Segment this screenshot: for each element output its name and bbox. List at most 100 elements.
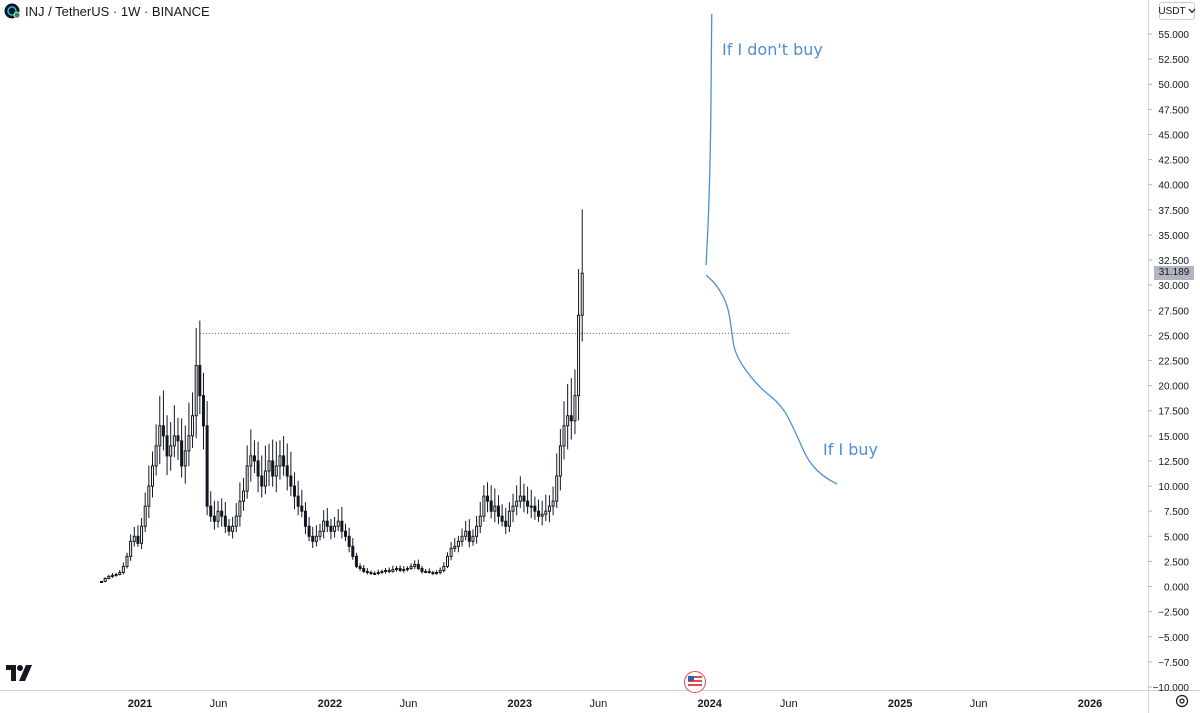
price-tick-label: 32.500: [1158, 256, 1189, 267]
candle-body: [373, 572, 377, 575]
symbol-title[interactable]: INJ / TetherUS · 1W · BINANCE: [25, 3, 210, 19]
price-tick-label: 22.500: [1158, 357, 1189, 368]
time-tick-label: 2025: [888, 698, 912, 710]
candle-body: [351, 545, 355, 557]
candle-body: [154, 445, 158, 467]
candle-body: [566, 415, 570, 427]
annotation-buy: If I buy: [823, 440, 879, 459]
price-tick-label: 52.500: [1158, 55, 1189, 66]
candle-body: [216, 510, 220, 522]
candle-body: [307, 525, 311, 537]
candle-body: [449, 547, 453, 557]
candle-body: [435, 571, 439, 574]
candle-body: [125, 555, 129, 567]
candle-body: [103, 578, 107, 583]
candle-body: [318, 530, 322, 537]
candle-body: [223, 515, 227, 527]
injective-coin-icon: [4, 3, 21, 19]
price-tick-label: 20.000: [1158, 382, 1189, 393]
candle-body: [526, 500, 530, 507]
candle-body: [263, 470, 267, 487]
candles: [99, 209, 584, 584]
price-tick-label: 42.500: [1158, 156, 1189, 167]
candle-body: [529, 505, 533, 508]
price-tick-label: 0.000: [1164, 583, 1189, 594]
us-flag-icon[interactable]: [684, 671, 706, 698]
candle-body: [500, 515, 504, 522]
time-tick-label: 2021: [128, 698, 152, 710]
candle-body: [161, 425, 165, 437]
candle-body: [456, 540, 460, 547]
price-tick-label: −7.500: [1158, 658, 1189, 669]
candle-body: [220, 510, 224, 517]
tradingview-logo[interactable]: [6, 665, 32, 688]
candle-body: [212, 515, 216, 522]
candle-body: [391, 568, 395, 572]
candle-body: [278, 455, 282, 467]
candle-body: [285, 465, 289, 477]
candle-body: [478, 515, 482, 527]
price-tick-label: −5.000: [1158, 633, 1189, 644]
candle-body: [289, 475, 293, 487]
candle-body: [467, 530, 471, 542]
scenario-buy-path: [705, 274, 838, 485]
candle-body: [209, 505, 213, 517]
candle-body: [544, 510, 548, 515]
candle-body: [136, 535, 140, 544]
settings-icon[interactable]: [1175, 694, 1189, 713]
candle-body: [271, 460, 275, 477]
candle-body: [442, 565, 446, 571]
candle-body: [347, 535, 351, 547]
candle-body: [132, 535, 136, 542]
candle-body: [580, 272, 584, 316]
candle-body: [354, 555, 358, 567]
candle-body: [249, 455, 253, 467]
candle-body: [496, 505, 500, 517]
price-tick-label: 10.000: [1158, 482, 1189, 493]
price-tick-label: 30.000: [1158, 281, 1189, 292]
candle-body: [322, 520, 326, 532]
price-tick-label: 40.000: [1158, 181, 1189, 192]
candle-body: [518, 495, 522, 502]
candle-body: [409, 565, 413, 569]
candle-body: [405, 567, 409, 570]
candle-body: [558, 445, 562, 477]
chevron-down-icon: [1188, 6, 1196, 17]
candle-body: [376, 571, 380, 574]
candle-body: [267, 460, 271, 472]
candle-body: [150, 465, 154, 487]
candle-body: [143, 505, 147, 527]
candle-body: [537, 510, 541, 517]
currency-selector[interactable]: USDT: [1158, 2, 1196, 20]
candle-body: [107, 575, 111, 580]
candle-body: [114, 573, 118, 576]
candle-body: [296, 495, 300, 507]
candle-body: [460, 535, 464, 542]
candle-body: [227, 525, 231, 532]
candle-body: [555, 475, 559, 502]
candle-body: [172, 435, 176, 447]
price-tick-label: 50.000: [1158, 80, 1189, 91]
candle-body: [577, 314, 581, 397]
candle-body: [515, 500, 519, 507]
candle-body: [252, 455, 256, 462]
candle-body: [413, 563, 417, 567]
candle-body: [165, 435, 169, 457]
candle-body: [194, 365, 198, 417]
price-axis[interactable]: 55.000 52.500 50.000 47.500 45.000 42.500 40.0…: [1148, 30, 1189, 694]
candle-body: [231, 525, 235, 532]
candle-body: [445, 555, 449, 567]
candle-body: [384, 569, 388, 572]
time-axis[interactable]: 2021 Jun 2022 Jun 2023 Jun 2024 Jun 2025 Jun 2026: [128, 698, 1102, 710]
candle-body: [344, 530, 348, 537]
candle-body: [398, 567, 402, 571]
scenario-dont-buy-path: [705, 13, 713, 266]
candle-body: [387, 569, 391, 572]
candle-body: [274, 465, 278, 477]
candle-body: [238, 500, 242, 517]
time-tick-label: Jun: [780, 698, 798, 710]
scenario-paths: [705, 13, 838, 485]
candle-body: [311, 535, 315, 542]
